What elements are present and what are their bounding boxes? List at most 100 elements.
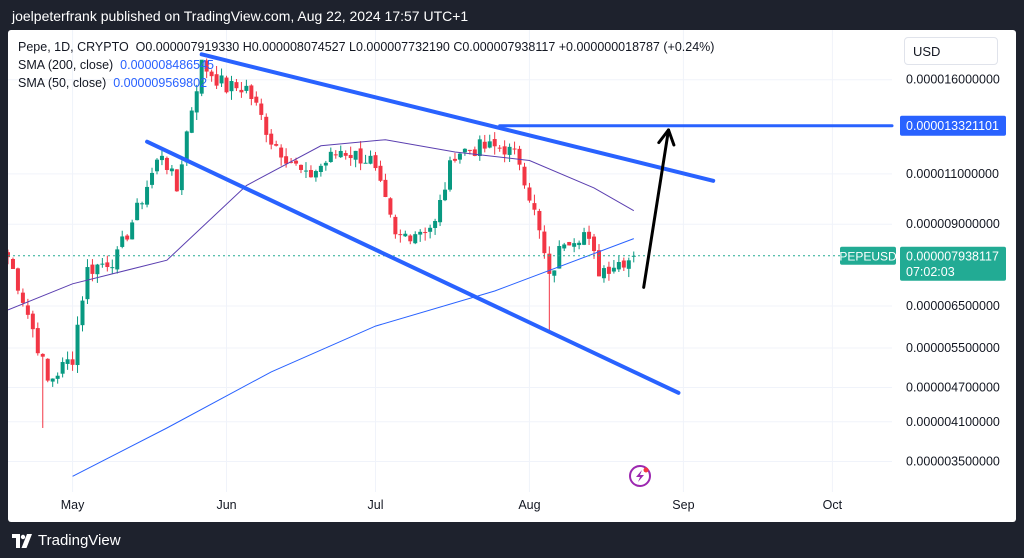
candle-body <box>383 179 388 197</box>
target-price-value: 0.000013321101 <box>906 119 999 133</box>
candle-body <box>55 375 60 379</box>
candle-body <box>25 305 30 315</box>
bottom-bar: TradingView <box>0 522 1024 558</box>
candle-body <box>249 85 254 99</box>
candle-body <box>452 158 457 161</box>
candle-body <box>80 300 85 326</box>
candle-body <box>264 116 269 135</box>
candle-body <box>487 141 492 148</box>
last-price-tag <box>900 246 1006 281</box>
candle-body <box>562 244 567 249</box>
candle-body <box>403 233 408 237</box>
x-axis-tick-label: Aug <box>518 498 540 512</box>
candle-body <box>194 91 199 113</box>
candle-body <box>115 249 120 270</box>
candle-body <box>557 246 562 269</box>
candle-body <box>70 359 75 365</box>
candle-body <box>105 262 110 268</box>
candle-body <box>239 89 244 93</box>
candle-body <box>234 82 239 89</box>
sma200-line <box>72 238 634 477</box>
candle-body <box>308 169 313 178</box>
candle-body <box>482 141 487 149</box>
candle-body <box>333 154 338 156</box>
candle-body <box>393 216 398 235</box>
sma200-value: 0.000008486545 <box>120 58 214 72</box>
candle-body <box>60 362 65 374</box>
candle-body <box>567 242 572 246</box>
candle-body <box>398 234 403 236</box>
candle-body <box>145 186 150 205</box>
candle-body <box>601 268 606 279</box>
legend-symbol[interactable]: Pepe, 1D, CRYPTO <box>18 40 129 54</box>
candle-body <box>492 139 497 147</box>
symbol-tag-label: PEPEUSD <box>839 249 897 263</box>
candle-body <box>318 165 323 172</box>
legend-ohlc: O0.000007919330 H0.000008074527 L0.00000… <box>135 40 715 54</box>
candle-body <box>512 148 517 150</box>
chart-panel[interactable]: Pepe, 1D, CRYPTO O0.000007919330 H0.0000… <box>8 30 1016 522</box>
candle-body <box>229 81 234 92</box>
candle-body <box>626 260 631 269</box>
candle-body <box>313 171 318 178</box>
candle-body <box>169 168 174 172</box>
candle-body <box>323 162 328 166</box>
candle-body <box>254 96 259 103</box>
candle-body <box>587 231 592 239</box>
candle-body <box>343 153 348 156</box>
candle-body <box>428 227 433 232</box>
candle-body <box>497 147 502 149</box>
candle-body <box>353 150 358 160</box>
candle-body <box>299 164 304 170</box>
legend-sma50-row[interactable]: SMA (50, close) 0.000009569802 <box>18 74 714 92</box>
candle-body <box>214 74 219 86</box>
y-axis-tick-label: 0.000003500000 <box>906 455 1000 469</box>
candle-body <box>438 199 443 223</box>
candle-body <box>135 202 140 221</box>
candle-body <box>95 264 100 275</box>
candle-body <box>90 264 95 274</box>
candle-body <box>120 236 125 247</box>
candle-body <box>274 144 279 146</box>
chart-legend: Pepe, 1D, CRYPTO O0.000007919330 H0.0000… <box>18 38 714 92</box>
candle-body <box>462 148 467 153</box>
brand-name: TradingView <box>38 532 121 549</box>
x-axis-tick-label: Jul <box>368 498 384 512</box>
legend-sma200-row[interactable]: SMA (200, close) 0.000008486545 <box>18 56 714 74</box>
legend-symbol-row: Pepe, 1D, CRYPTO O0.000007919330 H0.0000… <box>18 38 714 56</box>
lightning-icon-ring <box>629 465 651 487</box>
y-axis-tick-label: 0.000004700000 <box>906 380 1000 394</box>
candle-body <box>423 232 428 234</box>
candle-body <box>294 160 299 164</box>
candle-body <box>363 162 368 164</box>
lightning-icon <box>629 465 651 487</box>
publisher-bar: joelpeterfrank published on TradingView.… <box>0 0 1024 30</box>
y-axis-tick-label: 0.000005500000 <box>906 341 1000 355</box>
bar-countdown: 07:02:03 <box>906 265 955 279</box>
candle-body <box>373 155 378 169</box>
candle-body <box>269 133 274 145</box>
candle-body <box>199 59 204 94</box>
candle-body <box>85 267 90 300</box>
price-chart[interactable]: May Jun Jul Aug Sep Oct 0.000016000000 0.000011… <box>8 30 1016 522</box>
candle-body <box>507 146 512 155</box>
currency-button[interactable]: USD <box>904 37 998 65</box>
tradingview-brand[interactable]: TradingView <box>12 532 121 549</box>
candle-body <box>621 260 626 268</box>
candle-body <box>284 156 289 164</box>
candle-body <box>189 110 194 133</box>
candle-body <box>100 263 105 265</box>
candle-body <box>443 189 448 201</box>
candle-body <box>259 103 264 115</box>
candle-body <box>219 75 224 84</box>
candle-body <box>279 147 284 158</box>
candle-body <box>433 220 438 228</box>
candle-body <box>40 353 45 357</box>
candle-body <box>413 234 418 244</box>
x-axis-tick-label: Oct <box>823 498 843 512</box>
candle-body <box>154 159 159 172</box>
y-axis-tick-label: 0.000011000000 <box>906 167 999 181</box>
lightning-icon-dot <box>643 467 649 473</box>
candle-body <box>75 324 80 366</box>
x-axis-tick-label: Sep <box>672 498 694 512</box>
